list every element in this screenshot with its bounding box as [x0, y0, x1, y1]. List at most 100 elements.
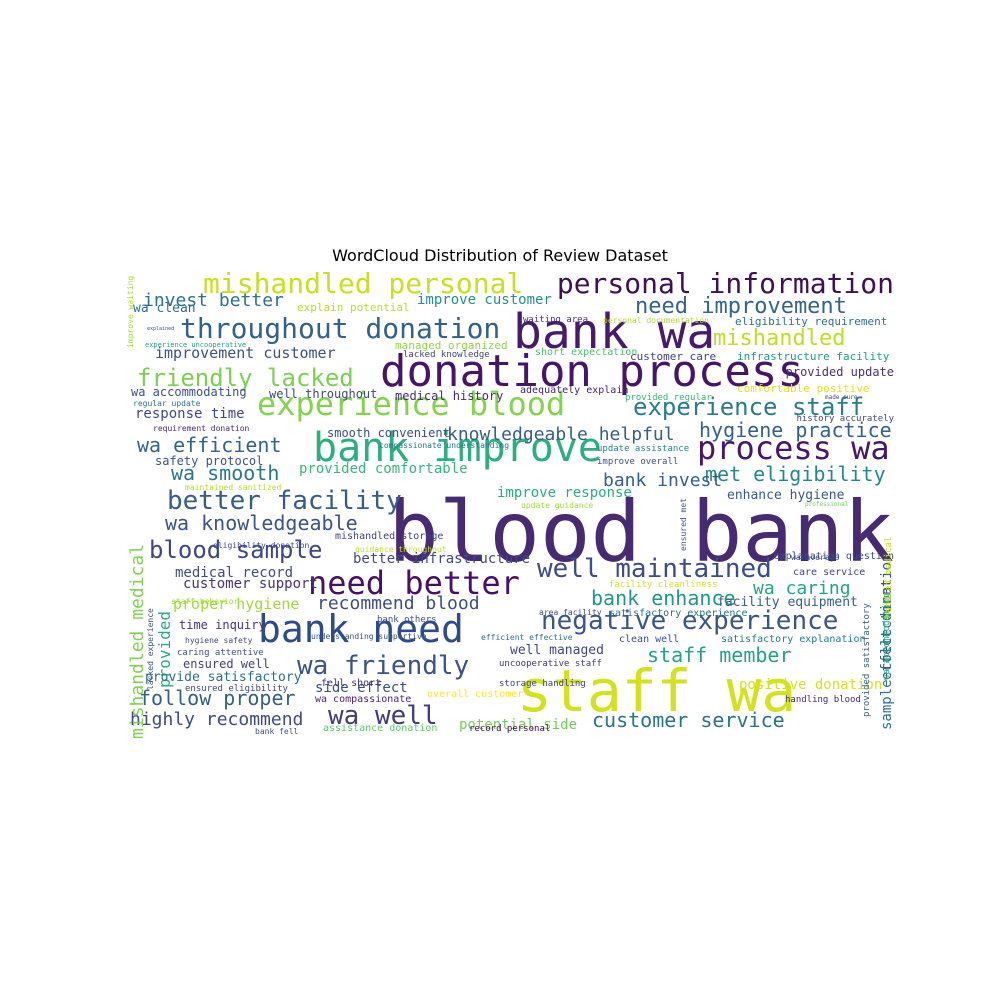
- word-cloud-term: improve overall: [597, 457, 679, 467]
- word-cloud-term: potential side: [459, 717, 578, 733]
- word-cloud-term: proper hygiene: [173, 595, 300, 613]
- word-cloud-term: wa friendly: [297, 651, 470, 681]
- word-cloud-term: bank need: [258, 607, 464, 651]
- word-cloud-term: adequately explain: [520, 385, 629, 396]
- word-cloud-term: staff member: [647, 643, 792, 667]
- word-cloud-term: wa accommodating: [131, 385, 247, 399]
- word-cloud-term: donation process: [380, 346, 804, 397]
- word-cloud-term: enhance hygiene: [727, 488, 845, 503]
- word-cloud-term: explanation question: [773, 551, 894, 562]
- word-cloud-term: experience uncooperative: [145, 341, 247, 349]
- word-cloud-term: mishandled personal: [203, 270, 524, 300]
- word-cloud-term: well maintained: [537, 554, 772, 584]
- word-cloud-term: ensured eligibility: [185, 684, 288, 694]
- word-cloud-term: lacked experience: [146, 608, 155, 690]
- word-cloud-term: side effect: [315, 680, 408, 696]
- word-cloud-term: uncooperative staff: [499, 659, 602, 669]
- word-cloud-term: response time: [135, 406, 245, 422]
- word-cloud-term: smooth convenient: [327, 426, 450, 440]
- word-cloud-term: fell short: [321, 678, 382, 689]
- word-cloud-term: medical history: [395, 389, 504, 403]
- word-cloud-term: professional: [805, 501, 849, 508]
- word-cloud-term: handling blood: [785, 695, 861, 705]
- word-cloud-term: guidance throughout: [355, 545, 447, 554]
- word-cloud-term: provided comfortable: [299, 461, 468, 477]
- word-cloud-term: managed organized: [395, 339, 508, 352]
- word-cloud-term: recommend blood: [317, 593, 480, 614]
- word-cloud-term: well throughout: [269, 387, 378, 401]
- word-cloud-term: care service: [793, 567, 866, 578]
- word-cloud-term: bank fell: [255, 727, 299, 736]
- word-cloud-term: explained: [147, 326, 175, 332]
- word-cloud-term: better infrastructure: [353, 551, 531, 567]
- word-cloud-term: short expectation: [535, 347, 638, 358]
- word-cloud-term: eligibility donation: [213, 541, 310, 550]
- word-cloud-term: wa caring: [753, 578, 851, 599]
- word-cloud-term: well managed: [510, 643, 604, 658]
- word-cloud-term: wa knowledgeable: [165, 511, 358, 535]
- word-cloud-term: improve response: [497, 485, 632, 501]
- word-cloud-term: improve waiting: [126, 275, 135, 348]
- word-cloud-term: wa well: [328, 701, 438, 731]
- word-cloud: blood bank staff wa donation process bank w…: [125, 270, 895, 740]
- word-cloud-term: wa compassionate: [315, 694, 412, 705]
- word-cloud-term: bank improve: [313, 425, 602, 471]
- word-cloud-term: need improvement: [635, 294, 847, 319]
- word-cloud-term: staff behavior: [171, 597, 239, 606]
- word-cloud-term: bank invest: [603, 470, 723, 491]
- word-cloud-term: record personal: [469, 724, 551, 734]
- word-cloud-term: handled medical: [884, 536, 894, 618]
- word-cloud-term: ensured well: [183, 657, 270, 671]
- word-cloud-term: negative experience: [541, 606, 839, 636]
- word-cloud-term: friendly lacked: [137, 364, 354, 392]
- word-cloud-term: infrastructure facility: [737, 350, 890, 363]
- word-cloud-term: storage handling: [499, 679, 586, 689]
- word-cloud-term: blood bank: [388, 483, 894, 581]
- word-cloud-term: wa smooth: [171, 461, 280, 485]
- word-cloud-term: lacked knowledge: [403, 350, 490, 360]
- word-cloud-term: time inquiry: [179, 618, 266, 632]
- word-cloud-term: experience blood: [257, 385, 566, 423]
- word-cloud-term: satisfactory experience: [609, 608, 748, 619]
- word-cloud-term: mishandled medical: [127, 543, 148, 739]
- word-cloud-term: ensured met: [679, 498, 688, 551]
- word-cloud-term: regular update: [133, 399, 201, 408]
- word-cloud-term: compassionate understanding: [379, 441, 510, 450]
- word-cloud-term: overall customer: [427, 689, 524, 700]
- word-cloud-term: improvement customer: [155, 344, 336, 362]
- word-cloud-term: process wa: [697, 429, 890, 467]
- word-cloud-term: throughout donation: [180, 312, 501, 345]
- word-cloud-term: customer care: [630, 350, 717, 363]
- word-cloud-term: invest better: [143, 290, 284, 311]
- word-cloud-term: personal information: [556, 270, 894, 300]
- word-cloud-term: update guidance: [521, 501, 594, 510]
- word-cloud-term: explain potential: [297, 301, 410, 314]
- word-cloud-term: safety protocol: [155, 454, 264, 468]
- word-cloud-term: hygiene practice: [699, 418, 892, 442]
- word-cloud-term: blood sample: [149, 536, 323, 564]
- word-cloud-term: follow proper: [139, 686, 296, 710]
- word-cloud-term: provide satisfactory: [145, 670, 302, 685]
- word-cloud-term: comfortable positive: [737, 382, 870, 395]
- word-cloud-term: mishandled storage: [335, 531, 444, 542]
- word-cloud-term: wa average: [791, 553, 840, 562]
- word-cloud-term: assistance donation: [323, 723, 438, 734]
- word-cloud-term: wa efficient: [137, 433, 282, 457]
- word-cloud-term: maintained sanitized: [185, 483, 282, 492]
- word-cloud-term: provided satisfactory: [862, 603, 872, 717]
- word-cloud-term: bank others: [377, 615, 437, 625]
- word-cloud-term: requirement donation: [153, 424, 250, 433]
- word-cloud-term: medical record: [175, 565, 294, 581]
- word-cloud-term: wa clean: [133, 301, 196, 316]
- word-cloud-term: customer service: [592, 708, 785, 732]
- word-cloud-term: clean well: [619, 634, 680, 645]
- word-cloud-term: met eligibility: [705, 462, 886, 486]
- word-cloud-term: provided regular: [625, 393, 712, 403]
- word-cloud-term: facility cleanliness: [609, 580, 718, 590]
- word-cloud-term: bank enhance: [591, 586, 736, 610]
- word-cloud-term: eligibility requirement: [735, 315, 888, 328]
- word-cloud-term: provided update: [785, 365, 894, 379]
- word-cloud-term: mishandled: [713, 326, 846, 351]
- word-cloud-term: staff wa: [517, 657, 797, 725]
- word-cloud-term: history accurately: [796, 414, 894, 424]
